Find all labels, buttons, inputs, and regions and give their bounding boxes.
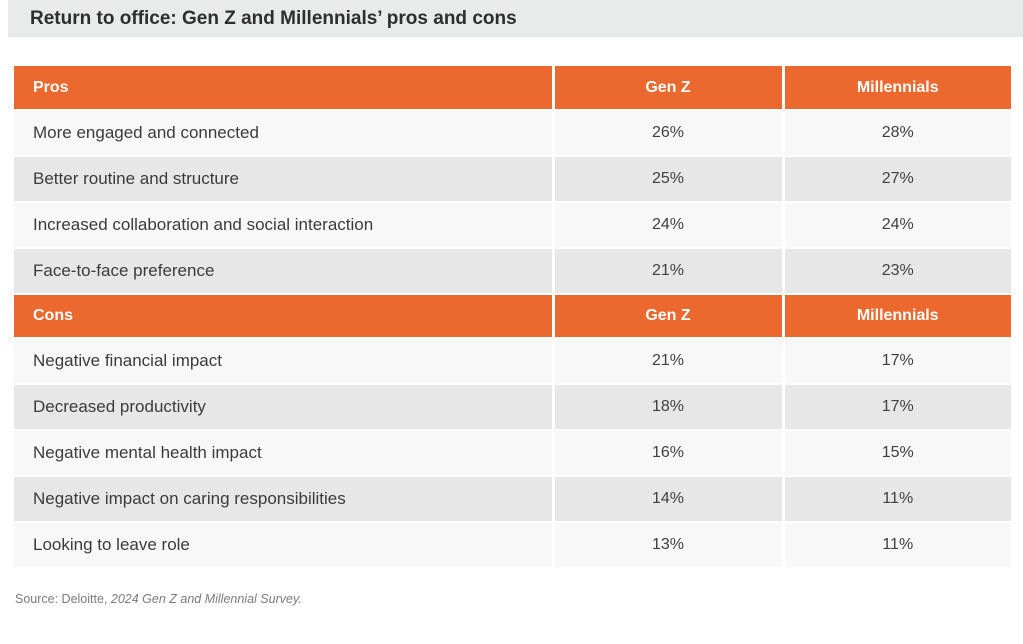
- gen-z-value: 18%: [553, 384, 785, 431]
- row-label: More engaged and connected: [14, 110, 555, 157]
- gen-z-value: 13%: [553, 522, 785, 569]
- millennials-value: 23%: [783, 248, 1011, 295]
- row-label: Better routine and structure: [14, 156, 555, 203]
- title-bar: Return to office: Gen Z and Millennials’…: [8, 0, 1023, 37]
- table-row: Increased collaboration and social inter…: [14, 202, 1011, 249]
- column-header-gen-z: Gen Z: [553, 66, 785, 111]
- gen-z-value: 25%: [553, 156, 785, 203]
- pros-cons-table: Pros Gen Z Millennials More engaged and …: [14, 66, 1011, 569]
- cons-header-row: Cons Gen Z Millennials: [14, 294, 1011, 339]
- row-label: Negative impact on caring responsibiliti…: [14, 476, 555, 523]
- millennials-value: 28%: [783, 110, 1011, 157]
- page-title: Return to office: Gen Z and Millennials’…: [30, 7, 517, 29]
- gen-z-value: 14%: [553, 476, 785, 523]
- millennials-value: 27%: [783, 156, 1011, 203]
- table-row: Face-to-face preference 21% 23%: [14, 248, 1011, 295]
- millennials-value: 15%: [783, 430, 1011, 477]
- table-row: Looking to leave role 13% 11%: [14, 522, 1011, 569]
- millennials-value: 24%: [783, 202, 1011, 249]
- pros-header-row: Pros Gen Z Millennials: [14, 66, 1011, 111]
- millennials-value: 17%: [783, 338, 1011, 385]
- row-label: Looking to leave role: [14, 522, 555, 569]
- table-row: Negative financial impact 21% 17%: [14, 338, 1011, 385]
- gen-z-value: 26%: [553, 110, 785, 157]
- gen-z-value: 21%: [553, 338, 785, 385]
- source-note: Source: Deloitte, 2024 Gen Z and Millenn…: [15, 592, 1023, 606]
- row-label: Face-to-face preference: [14, 248, 555, 295]
- row-label: Increased collaboration and social inter…: [14, 202, 555, 249]
- infographic-page: Return to office: Gen Z and Millennials’…: [8, 0, 1023, 606]
- row-label: Negative financial impact: [14, 338, 555, 385]
- millennials-value: 17%: [783, 384, 1011, 431]
- section-title-pros: Pros: [14, 66, 555, 111]
- source-prefix: Source: Deloitte,: [15, 592, 111, 606]
- section-title-cons: Cons: [14, 294, 555, 339]
- table-row: Decreased productivity 18% 17%: [14, 384, 1011, 431]
- table-row: Negative impact on caring responsibiliti…: [14, 476, 1011, 523]
- table-row: More engaged and connected 26% 28%: [14, 110, 1011, 157]
- row-label: Decreased productivity: [14, 384, 555, 431]
- column-header-millennials: Millennials: [783, 66, 1011, 111]
- source-citation: 2024 Gen Z and Millennial Survey.: [110, 592, 302, 606]
- row-label: Negative mental health impact: [14, 430, 555, 477]
- column-header-gen-z: Gen Z: [553, 294, 785, 339]
- gen-z-value: 21%: [553, 248, 785, 295]
- gen-z-value: 24%: [553, 202, 785, 249]
- millennials-value: 11%: [783, 522, 1011, 569]
- gen-z-value: 16%: [553, 430, 785, 477]
- column-header-millennials: Millennials: [783, 294, 1011, 339]
- table-row: Better routine and structure 25% 27%: [14, 156, 1011, 203]
- table-row: Negative mental health impact 16% 15%: [14, 430, 1011, 477]
- millennials-value: 11%: [783, 476, 1011, 523]
